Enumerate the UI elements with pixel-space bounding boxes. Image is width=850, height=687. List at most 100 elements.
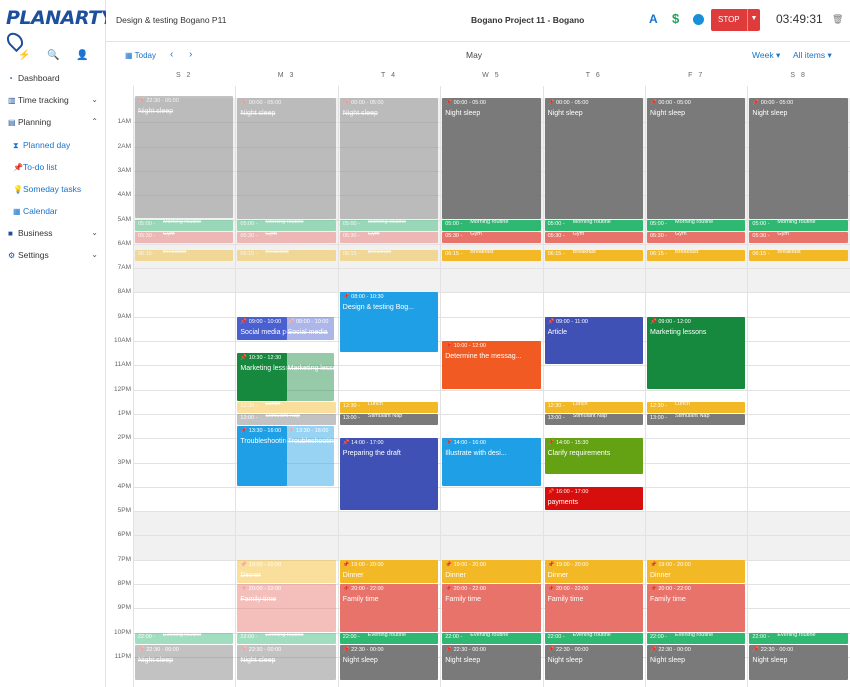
calendar-event[interactable]: 📌 09:00 - 10:00 Social media post <box>237 316 287 340</box>
calendar-event[interactable]: 📌 14:00 - 15:30 Clarify requirements <box>544 438 643 474</box>
calendar-event[interactable]: 13:00 - Stimulant Nap <box>339 413 439 426</box>
calendar-event[interactable]: 05:30 - Gym <box>749 231 848 243</box>
calendar-event[interactable]: 📌 16:00 - 17:00 payments <box>544 486 643 511</box>
a-button[interactable]: A <box>649 12 658 26</box>
calendar-event[interactable]: 📌 22:30 - 00:00 Night sleep <box>237 644 336 681</box>
day-header[interactable]: S 8 <box>790 72 807 79</box>
calendar-event[interactable]: 12:30 - Lunch <box>647 401 746 413</box>
calendar-event[interactable]: 📌 14:00 - 16:00 Illustrate with desi... <box>442 438 541 486</box>
calendar-event[interactable]: 22:00 - Evening routine <box>544 632 643 644</box>
sidebar-item-todo-list[interactable]: 📌To-do list <box>13 162 58 172</box>
calendar-event[interactable]: 05:00 - Morning routine <box>647 219 746 231</box>
filter-select[interactable]: All items ▾ <box>793 50 832 60</box>
calendar-event[interactable]: 📌 08:00 - 10:30 Design & testing Bog... <box>339 292 439 353</box>
calendar-event[interactable]: 05:30 - Gym <box>442 231 541 243</box>
calendar-event[interactable]: 22:00 - Evening routine <box>647 632 746 644</box>
calendar-event[interactable]: 📌 00:00 - 05:00 Night sleep <box>237 98 336 219</box>
caret-down-icon[interactable]: ▼ <box>747 9 760 31</box>
calendar-event[interactable]: 05:30 - Gym <box>237 231 336 243</box>
day-header[interactable]: F 7 <box>688 72 705 79</box>
calendar-event[interactable]: 📌 22:30 - 00:00 Night sleep <box>749 644 848 681</box>
calendar-event[interactable]: 📌 19:00 - 20:00 Dinner <box>544 559 643 583</box>
calendar-event[interactable]: 📌 00:00 - 05:00 Night sleep <box>647 98 746 219</box>
sidebar-item-planned-day[interactable]: ⧗ Planned day <box>13 140 71 150</box>
calendar-event[interactable]: 📌 20:00 - 22:00 Family time <box>647 584 746 632</box>
calendar-event[interactable]: 05:00 - Morning routine <box>339 219 439 231</box>
calendar-event[interactable]: 📌 09:00 - 10:00 Social media <box>284 316 334 340</box>
calendar-event[interactable]: 📌 13:30 - 16:00 Troubleshooting <box>237 426 287 486</box>
next-week-icon[interactable]: › <box>189 49 193 60</box>
lightning-icon[interactable]: ⚡ <box>18 50 31 61</box>
calendar-event[interactable]: 06:15 - Breakfast <box>339 249 439 262</box>
calendar-event[interactable]: 📌 10:30 - 12:30 Marketing lessons <box>237 353 287 401</box>
calendar-event[interactable]: 📌 22:30 - 00:00 Night sleep <box>442 644 541 681</box>
calendar-event[interactable]: 06:15 - Breakfast <box>647 249 746 262</box>
calendar-event[interactable]: 05:30 - Gym <box>647 231 746 243</box>
calendar-event[interactable]: 📌 19:00 - 20:00 Dinner <box>442 559 541 583</box>
calendar-event[interactable]: 📌 20:00 - 22:00 Family time <box>442 584 541 632</box>
sidebar-item-time-tracking[interactable]: ▥ Time tracking ⌄ <box>8 95 98 105</box>
calendar-event[interactable]: 📌 22:30 - 00:00 Night sleep <box>339 644 439 681</box>
today-button[interactable]: ▦ Today <box>125 51 156 60</box>
calendar-event[interactable]: 📌 22:30 - 00:00 Night sleep <box>647 644 746 681</box>
day-header[interactable]: W 5 <box>482 72 501 79</box>
calendar-event[interactable]: 13:00 - Stimulant Nap <box>647 413 746 426</box>
calendar-event[interactable]: 06:15 - Breakfast <box>749 249 848 262</box>
calendar-event[interactable]: 05:00 - Morning routine <box>749 219 848 231</box>
prev-week-icon[interactable]: ‹ <box>170 49 174 60</box>
calendar-event[interactable]: 📌 22:30 - 05:00 Night sleep <box>135 96 234 219</box>
calendar-event[interactable]: 05:30 - Gym <box>544 231 643 243</box>
calendar-event[interactable]: 05:00 - Morning routine <box>135 219 234 231</box>
calendar-event[interactable]: 13:00 - Stimulant Nap <box>544 413 643 426</box>
sidebar-item-business[interactable]: ■ Business ⌄ <box>8 228 98 238</box>
calendar-event[interactable]: 13:00 - Stimulant Nap <box>237 413 336 426</box>
calendar-event[interactable]: 📌 00:00 - 05:00 Night sleep <box>544 98 643 219</box>
app-logo[interactable]: PLANARTY <box>3 7 114 53</box>
calendar-event[interactable]: 22:00 - Evening routine <box>237 632 336 644</box>
sidebar-item-calendar[interactable]: ▦ Calendar <box>13 206 58 216</box>
calendar-event[interactable]: 📌 09:00 - 11:00 Article <box>544 316 643 365</box>
calendar-event[interactable]: 📌 10:00 - 12:00 Determine the messag... <box>442 341 541 389</box>
day-header[interactable]: T 6 <box>585 72 602 79</box>
calendar-event[interactable]: 📌 14:00 - 17:00 Preparing the draft <box>339 438 439 511</box>
calendar-event[interactable]: 📌 20:00 - 22:00 Family time <box>339 584 439 632</box>
calendar-event[interactable]: 22:00 - Evening routine <box>135 632 234 644</box>
view-select[interactable]: Week ▾ <box>752 50 781 60</box>
calendar-event[interactable]: 📌 22:30 - 00:00 Night sleep <box>135 644 234 681</box>
calendar-event[interactable]: 12:30 - Lunch <box>339 401 439 413</box>
calendar-event[interactable]: 📌 19:00 - 20:00 Dinner <box>237 559 336 583</box>
calendar-event[interactable]: 05:00 - Morning routine <box>544 219 643 231</box>
search-icon[interactable]: 🔍 <box>47 50 60 61</box>
calendar-event[interactable]: 📌 09:00 - 12:00 Marketing lessons <box>647 316 746 389</box>
calendar-event[interactable]: 📌 00:00 - 05:00 Night sleep <box>749 98 848 219</box>
calendar-event[interactable]: 22:00 - Evening routine <box>339 632 439 644</box>
calendar-event[interactable]: 📌 00:00 - 05:00 Night sleep <box>442 98 541 219</box>
sidebar-item-settings[interactable]: ⚙ Settings ⌄ <box>8 250 98 260</box>
day-header[interactable]: M 3 <box>277 72 296 79</box>
day-header[interactable]: T 4 <box>380 72 397 79</box>
day-header[interactable]: S 2 <box>175 72 193 79</box>
calendar-event[interactable]: 📌 00:00 - 05:00 Night sleep <box>339 98 439 219</box>
calendar-event[interactable]: 06:15 - Breakfast <box>544 249 643 262</box>
stop-button[interactable]: STOP ▼ <box>711 9 760 31</box>
calendar-event[interactable]: 05:30 - Gym <box>135 231 234 243</box>
calendar-event[interactable]: 05:00 - Morning routine <box>237 219 336 231</box>
calendar-event[interactable]: 📌 20:00 - 22:00 Family time <box>237 584 336 632</box>
calendar-event[interactable]: 📌 19:00 - 20:00 Dinner <box>647 559 746 583</box>
sidebar-item-someday-tasks[interactable]: 💡Someday tasks <box>13 184 82 194</box>
status-dot-icon[interactable] <box>693 14 704 25</box>
sidebar-item-planning[interactable]: ▤ Planning ⌃ <box>8 117 98 127</box>
sidebar-item-dashboard[interactable]: ◔ Dashboard <box>8 73 60 83</box>
add-user-icon[interactable]: 👤 <box>76 50 89 61</box>
calendar-event[interactable]: 📌 22:30 - 00:00 Night sleep <box>544 644 643 681</box>
calendar-event[interactable]: 06:15 - Breakfast <box>442 249 541 262</box>
calendar-event[interactable]: 📌 13:30 - 16:00 Troubleshooting syst... <box>284 426 334 486</box>
calendar-event[interactable]: 22:00 - Evening routine <box>442 632 541 644</box>
calendar-event[interactable]: 06:15 - Breakfast <box>237 249 336 262</box>
calendar-event[interactable]: 06:15 - Breakfast <box>135 249 234 262</box>
trash-icon[interactable]: 🗑 <box>832 14 844 24</box>
calendar-event[interactable]: 12:30 - Lunch <box>237 401 336 413</box>
calendar-event[interactable]: 12:30 - Lunch <box>544 401 643 413</box>
calendar-event[interactable]: 22:00 - Evening routine <box>749 632 848 644</box>
calendar-event[interactable]: 05:00 - Morning routine <box>442 219 541 231</box>
